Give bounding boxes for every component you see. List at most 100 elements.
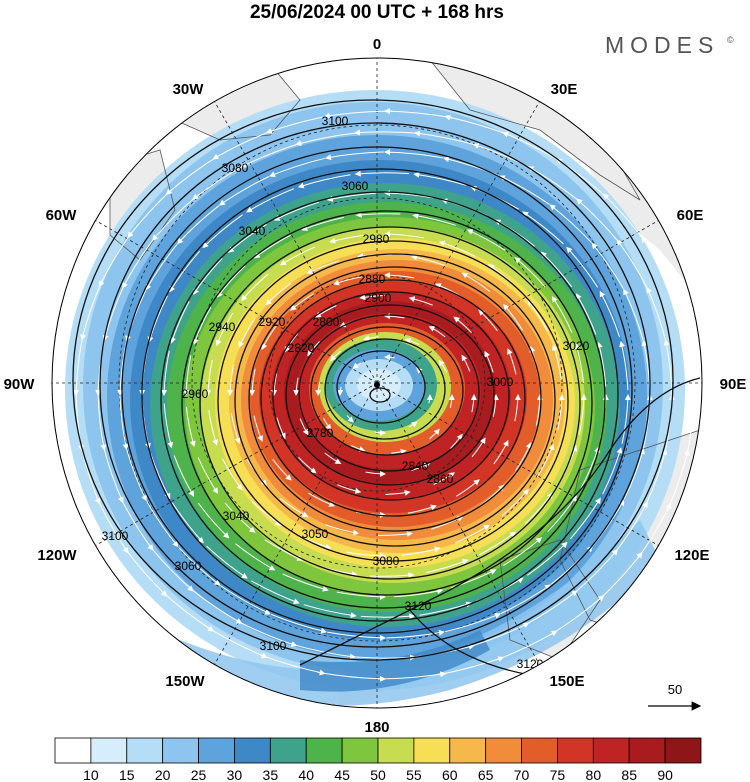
- streamline-arrow: [152, 196, 196, 241]
- streamline-arrow: [337, 386, 344, 396]
- streamline-arrow: [224, 502, 256, 533]
- streamline-arrow: [478, 309, 498, 331]
- colorbar-swatch: [377, 737, 415, 764]
- streamline-arrow: [290, 293, 314, 311]
- streamline-arrow: [536, 443, 555, 478]
- streamline-arrow: [596, 341, 607, 387]
- contour-line: [217, 240, 569, 562]
- streamline-arrow: [408, 296, 433, 306]
- streamline-arrow: [222, 458, 243, 491]
- colorbar-tick-label: 30: [227, 767, 243, 782]
- streamline-arrow: [426, 394, 433, 404]
- colorbar-swatch: [305, 737, 343, 764]
- streamline-arrow: [145, 243, 178, 291]
- streamline-arrow: [574, 549, 618, 594]
- contour-label: 2840: [402, 459, 429, 473]
- streamline-arrow: [407, 504, 437, 514]
- streamline-arrow: [329, 234, 369, 244]
- streamline-arrow: [119, 396, 129, 451]
- contour-line: [234, 253, 556, 547]
- streamline-arrow: [206, 545, 248, 579]
- colorbar-swatch: [628, 737, 666, 764]
- streamline-arrow: [438, 240, 476, 257]
- colorbar-swatch: [592, 737, 630, 764]
- streamline-arrow: [578, 394, 587, 435]
- streamline-arrow: [352, 362, 362, 369]
- streamline-arrow: [369, 572, 415, 579]
- streamline-arrow: [414, 130, 477, 146]
- streamline-arrow: [646, 286, 667, 344]
- streamline-arrow: [576, 198, 620, 243]
- contour-line: [72, 99, 674, 661]
- streamline-arrow: [500, 584, 552, 614]
- streamline-arrow: [411, 462, 431, 471]
- wind-reference-label: 50: [668, 682, 682, 697]
- streamline-arrow: [235, 543, 276, 571]
- colorbar-tick-label: 15: [119, 767, 135, 782]
- colorbar-tick-label: 40: [298, 767, 314, 782]
- meridian-line: [376, 97, 543, 384]
- streamline-arrow: [384, 354, 395, 361]
- colorbar-tick-label: 80: [586, 767, 602, 782]
- streamline-arrow: [385, 489, 411, 496]
- streamline-arrow: [126, 449, 147, 502]
- streamline-arrow: [306, 260, 339, 274]
- contour-label: 3100: [102, 529, 129, 543]
- streamline-arrow: [327, 631, 386, 641]
- contour-line: [160, 191, 606, 609]
- streamline-arrow: [314, 305, 337, 318]
- colorbar-swatch: [664, 737, 702, 764]
- streamline-arrow: [354, 129, 419, 136]
- streamline-arrow: [253, 415, 263, 442]
- streamline-arrow: [177, 205, 220, 245]
- streamline-arrow: [466, 229, 506, 251]
- streamline-arrow: [271, 373, 278, 396]
- streamline-arrow: [514, 394, 521, 422]
- lon-label-30e: 30E: [551, 81, 578, 98]
- contour-line: [369, 387, 391, 403]
- streamline-arrow: [365, 470, 386, 477]
- streamline-arrow: [324, 452, 342, 464]
- map-disc: 3100 3080 3060 3040 2980 2880 2800 2820 2780 2840…: [52, 58, 702, 708]
- streamline-arrow: [470, 622, 530, 647]
- streamline-arrow: [557, 394, 565, 431]
- meridian-line: [211, 382, 378, 669]
- streamline-arrow: [251, 580, 300, 605]
- streamline-arrow: [359, 294, 385, 301]
- meridian-line: [376, 382, 663, 549]
- colorbar-swatch: [162, 737, 199, 764]
- colorbar-swatch: [413, 737, 451, 764]
- streamline-arrow: [218, 176, 270, 206]
- streamline-arrow: [444, 613, 501, 633]
- contour-line: [324, 338, 446, 440]
- streamline-arrow: [192, 164, 245, 200]
- streamline-arrow: [493, 440, 509, 465]
- streamline-arrow: [599, 290, 621, 338]
- streamline-arrow: [230, 413, 241, 445]
- lon-label-150e: 150E: [549, 673, 584, 690]
- streamline-arrow: [575, 293, 597, 335]
- streamline-arrow: [350, 444, 366, 453]
- streamline-arrow: [193, 257, 223, 295]
- contour-label: 3050: [302, 527, 329, 541]
- streamline-arrow: [298, 457, 317, 474]
- streamline-arrow: [503, 537, 543, 567]
- streamline-arrow: [227, 223, 267, 253]
- contour-label: 2800: [313, 315, 340, 329]
- lon-label-120e: 120E: [674, 547, 709, 564]
- streamline-arrow: [384, 149, 443, 159]
- streamline-arrow: [525, 590, 578, 626]
- streamline-arrow: [410, 254, 445, 266]
- streamline-arrow: [384, 231, 424, 239]
- streamline-arrow: [264, 539, 304, 561]
- streamline-arrow: [602, 447, 623, 495]
- streamline-arrow: [295, 132, 359, 146]
- streamline-arrow: [551, 296, 573, 333]
- streamline-arrow: [492, 394, 499, 417]
- streamline-arrow: [251, 501, 282, 526]
- streamline-arrow: [377, 531, 413, 538]
- colorbar-swatch: [485, 737, 522, 764]
- contour-line: [299, 377, 701, 666]
- lon-label-90w: 90W: [4, 376, 36, 393]
